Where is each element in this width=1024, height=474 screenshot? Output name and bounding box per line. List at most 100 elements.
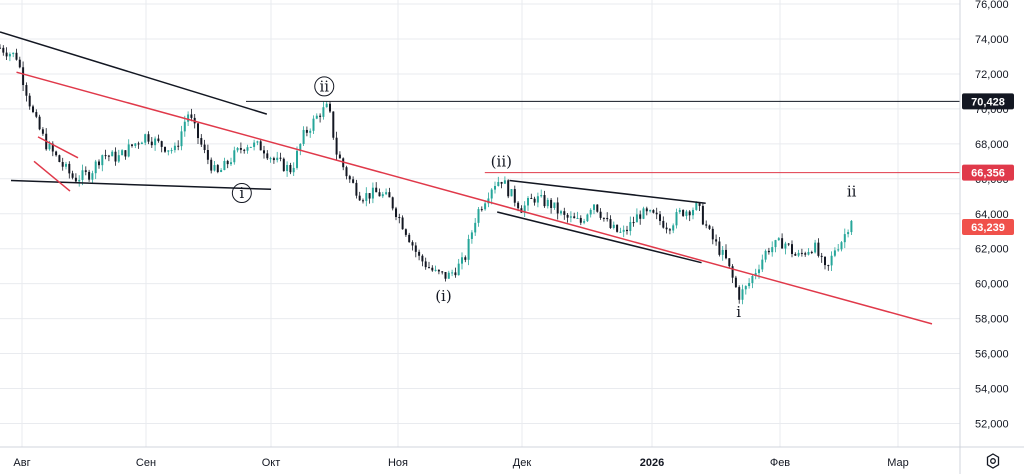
- candle-body: [187, 114, 190, 122]
- candle-body: [464, 257, 467, 260]
- candle-body: [18, 59, 21, 68]
- candle-body: [527, 198, 529, 206]
- wave-label: i: [239, 184, 244, 202]
- candle-body: [513, 189, 516, 203]
- candle-body: [451, 272, 454, 274]
- candle-body: [569, 216, 572, 218]
- candle-body: [296, 150, 298, 168]
- price-axis[interactable]: 76,00074,00072,00070,00068,00066,00064,0…: [975, 0, 1009, 430]
- candle-body: [431, 267, 434, 271]
- candle-body: [2, 47, 5, 53]
- candle-body: [381, 194, 384, 197]
- candle-body: [51, 143, 54, 152]
- candle-body: [345, 167, 348, 177]
- trendline: [497, 211, 702, 264]
- candle-body: [365, 193, 368, 201]
- y-tick-label: 64,000: [975, 209, 1009, 221]
- candle-body: [734, 277, 737, 288]
- candle-body: [173, 145, 176, 151]
- candle-body: [216, 165, 219, 173]
- candle-body: [708, 225, 711, 229]
- candle-body: [348, 176, 351, 180]
- candle-body: [375, 187, 378, 193]
- candle-body: [332, 111, 335, 138]
- candle-body: [107, 155, 110, 157]
- candle-body: [352, 179, 355, 183]
- last-price-badge: 63,239: [962, 219, 1014, 236]
- level-price-badge: 66,356: [962, 164, 1014, 181]
- time-axis[interactable]: Авг Сен Окт Ноя Дек 2026 Фев Мар: [13, 457, 908, 469]
- candle-body: [282, 158, 285, 172]
- candle-body: [784, 243, 787, 249]
- candle-body: [827, 265, 830, 267]
- grid-lines: [0, 0, 960, 447]
- candle-body: [804, 253, 807, 255]
- candle-body: [830, 255, 833, 266]
- candle-body: [144, 134, 147, 143]
- candle-body: [682, 210, 685, 216]
- trendline: [16, 71, 933, 325]
- y-tick-label: 52,000: [975, 418, 1009, 430]
- candlestick-series: [0, 44, 853, 305]
- candle-body: [329, 103, 331, 112]
- settings-gear-icon[interactable]: [975, 449, 1011, 473]
- candle-body: [764, 250, 767, 260]
- candle-body: [484, 203, 487, 210]
- candle-body: [573, 216, 576, 219]
- candle-body: [659, 214, 661, 221]
- candle-body: [263, 150, 265, 154]
- candle-body: [41, 129, 44, 134]
- candle-body: [457, 263, 460, 276]
- candle-body: [335, 137, 338, 155]
- candle-body: [649, 210, 652, 212]
- candle-body: [810, 251, 813, 253]
- badge-label: 70,428: [971, 96, 1005, 108]
- candle-body: [78, 179, 81, 182]
- candle-body: [467, 238, 470, 260]
- candle-body: [101, 155, 104, 166]
- candle-body: [685, 211, 688, 216]
- trendline: [509, 179, 706, 205]
- badge-label: 66,356: [971, 168, 1005, 180]
- candle-body: [213, 165, 216, 171]
- candle-body: [500, 181, 503, 184]
- candle-body: [662, 220, 665, 228]
- candle-body: [507, 180, 510, 197]
- x-tick-label: Мар: [887, 457, 909, 469]
- candle-body: [418, 251, 421, 256]
- candle-body: [197, 123, 199, 139]
- candle-body: [302, 129, 305, 144]
- candle-body: [12, 52, 15, 55]
- candle-body: [190, 114, 193, 118]
- candle-body: [536, 196, 539, 203]
- candle-body: [833, 250, 836, 256]
- candle-body: [35, 112, 38, 117]
- candle-body: [589, 209, 592, 215]
- candle-body: [437, 269, 440, 272]
- candle-body: [358, 195, 361, 201]
- candle-body: [61, 162, 64, 167]
- candle-body: [289, 164, 292, 173]
- trendline: [33, 160, 71, 192]
- candle-body: [424, 261, 427, 268]
- x-tick-label: 2026: [640, 457, 664, 469]
- candle-body: [579, 217, 582, 223]
- candle-body: [371, 187, 374, 199]
- candle-body: [454, 272, 457, 276]
- candle-body: [705, 224, 708, 226]
- candle-body: [180, 131, 183, 147]
- candle-body: [731, 266, 734, 278]
- candle-body: [256, 141, 259, 143]
- candle-body: [140, 142, 143, 145]
- candle-body: [286, 164, 289, 172]
- candle-body: [117, 155, 120, 162]
- candle-body: [711, 228, 714, 240]
- candle-body: [807, 251, 810, 255]
- candle-body: [276, 157, 279, 161]
- candle-body: [797, 252, 800, 256]
- candle-body: [249, 146, 252, 148]
- candle-body: [758, 269, 760, 274]
- x-tick-label: Окт: [262, 457, 281, 469]
- candle-body: [233, 150, 236, 163]
